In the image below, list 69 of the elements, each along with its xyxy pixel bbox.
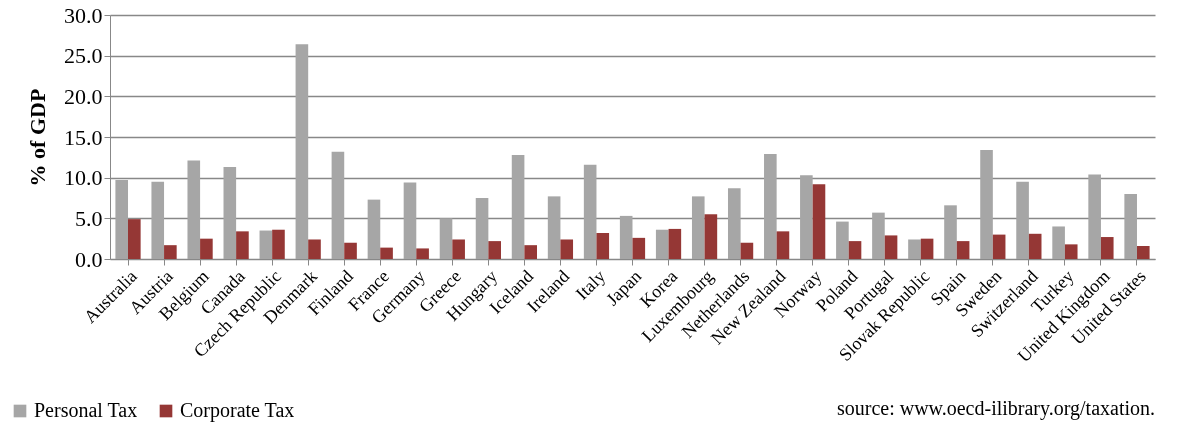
bar — [812, 184, 826, 259]
source-note: source: www.oecd-ilibrary.org/taxation. — [836, 397, 1155, 420]
bar — [1088, 174, 1101, 259]
y-tick-label: 25.0 — [64, 43, 103, 69]
bar — [344, 242, 357, 259]
bar — [920, 238, 934, 259]
bar — [223, 167, 237, 259]
bar — [872, 212, 885, 259]
bar — [488, 241, 501, 259]
bar — [164, 245, 177, 259]
bar — [596, 232, 610, 259]
bar — [1052, 226, 1065, 259]
bar — [128, 219, 141, 259]
legend-label: Corporate Tax — [180, 399, 295, 422]
bar — [619, 215, 633, 259]
bar — [992, 234, 1006, 259]
bar — [632, 237, 646, 259]
bar — [884, 235, 898, 259]
bar — [403, 182, 417, 259]
bar — [704, 214, 718, 259]
bar — [295, 44, 309, 259]
y-tick-label: 20.0 — [64, 83, 103, 109]
bar — [764, 154, 777, 259]
bar — [475, 198, 489, 259]
bar — [668, 228, 682, 259]
bar — [547, 196, 561, 259]
bar — [980, 150, 993, 259]
bar — [956, 241, 970, 259]
bar — [367, 199, 381, 259]
bar — [331, 151, 345, 259]
bar — [524, 245, 538, 259]
legend-label: Personal Tax — [34, 399, 138, 421]
bar — [308, 239, 321, 259]
bar — [1100, 237, 1114, 259]
bar — [236, 231, 249, 259]
bar — [1124, 193, 1137, 259]
y-tick-label: 30.0 — [64, 2, 103, 28]
bar — [944, 205, 957, 259]
bar — [800, 175, 813, 259]
bar — [380, 247, 393, 259]
bar — [187, 160, 201, 259]
bar — [511, 154, 525, 259]
bar — [1016, 181, 1029, 259]
bar — [848, 241, 862, 259]
bar — [776, 231, 790, 259]
bar — [452, 239, 465, 259]
y-tick-label: 15.0 — [64, 124, 103, 150]
bar — [691, 196, 705, 259]
bar — [200, 238, 213, 259]
bar — [655, 229, 669, 259]
bar — [908, 239, 921, 259]
bar — [740, 242, 754, 259]
bar — [727, 188, 741, 259]
bar — [272, 229, 285, 259]
bar — [439, 218, 453, 259]
bar — [836, 221, 849, 259]
bar — [416, 248, 429, 259]
y-tick-label: 10.0 — [64, 165, 103, 191]
y-tick-label: 0.0 — [75, 246, 103, 272]
bar — [1028, 233, 1042, 259]
bar — [115, 180, 129, 259]
bar — [560, 239, 574, 259]
y-tick-label: 5.0 — [75, 205, 103, 231]
bar — [1064, 244, 1078, 259]
y-axis-title: % of GDP — [25, 88, 50, 187]
bar — [1136, 245, 1150, 259]
bar — [151, 181, 165, 259]
bar — [259, 230, 273, 259]
bar — [583, 164, 597, 259]
